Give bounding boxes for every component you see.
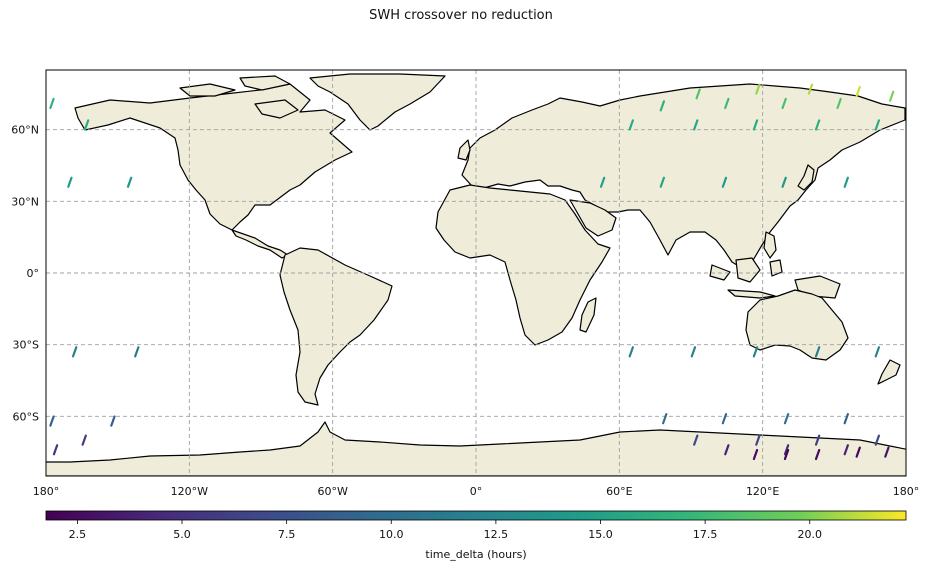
central-america — [231, 229, 289, 259]
africa — [435, 184, 611, 346]
crossover-segment — [814, 346, 821, 358]
crossover-segment — [855, 446, 861, 458]
x-tick-label: 60°W — [317, 485, 347, 498]
y-tick-label: 60°N — [11, 124, 39, 137]
y-tick-label: 30°S — [13, 339, 39, 352]
crossover-segment — [721, 176, 728, 188]
x-tick-label: 180° — [33, 485, 60, 498]
y-tick-labels: 60°N 30°N 0° 30°S 60°S — [11, 124, 39, 424]
british-isles — [457, 139, 471, 161]
philippines — [763, 231, 777, 259]
crossover-segment — [659, 176, 666, 188]
y-tick-label: 60°S — [13, 410, 39, 423]
crossover-segment — [843, 444, 849, 456]
crossover-segment — [52, 444, 59, 456]
colorbar-ticks: 2.5 5.0 7.5 10.0 12.5 15.0 17.5 20.0 — [69, 520, 822, 541]
land-layer — [46, 73, 906, 476]
eurasia — [461, 83, 906, 271]
crossover-segment — [752, 346, 759, 358]
crossover-segment — [752, 119, 759, 131]
y-tick-label: 0° — [27, 267, 40, 280]
crossover-segment — [693, 119, 699, 131]
crossover-segment — [695, 88, 701, 100]
y-tick-label: 30°N — [11, 195, 39, 208]
colorbar-tick-label: 15.0 — [588, 528, 613, 541]
south-america — [279, 247, 393, 406]
crossover-segment — [693, 434, 699, 446]
crossover-segment — [49, 415, 55, 427]
crossover-segment — [843, 176, 849, 188]
crossover-segment — [67, 176, 73, 188]
colorbar-gradient — [45, 510, 907, 521]
crossover-segment — [783, 413, 790, 425]
x-tick-label: 120°W — [171, 485, 208, 498]
crossover-segment — [49, 97, 55, 110]
crossover-segment — [724, 444, 730, 456]
crossover-segment — [781, 97, 787, 110]
crossover-segment — [83, 119, 90, 131]
crossover-segment — [752, 448, 759, 461]
crossover-segment — [843, 413, 849, 425]
crossover-segment — [783, 448, 790, 461]
new-zealand — [877, 359, 901, 385]
crossover-segments — [49, 83, 895, 461]
gridlines — [46, 70, 906, 476]
crossover-segment — [628, 346, 634, 358]
x-tick-label: 120°E — [746, 485, 779, 498]
crossover-segment — [724, 97, 730, 110]
crossover-segment — [781, 176, 787, 188]
crossover-segment — [755, 434, 761, 446]
crossover-segment — [884, 446, 890, 458]
colorbar-tick-label: 10.0 — [379, 528, 404, 541]
x-tick-label: 60°E — [606, 485, 632, 498]
crossover-segment — [628, 119, 634, 131]
crossover-segment — [662, 413, 668, 425]
figure-title: SWH crossover no reduction — [369, 8, 553, 23]
crossover-segment — [836, 97, 842, 110]
colorbar: 2.5 5.0 7.5 10.0 12.5 15.0 17.5 20.0 time_delta… — [45, 510, 907, 561]
crossover-segment — [807, 83, 814, 95]
colorbar-tick-label: 5.0 — [173, 528, 191, 541]
crossover-segment — [874, 346, 881, 358]
crossover-segment — [71, 346, 78, 358]
crossover-segment — [874, 434, 881, 446]
crossover-segment — [755, 83, 761, 95]
madagascar — [579, 297, 597, 333]
crossover-segment — [659, 100, 666, 112]
arabian-peninsula — [569, 199, 617, 237]
crossover-segment — [888, 90, 895, 102]
colorbar-tick-label: 2.5 — [69, 528, 87, 541]
arctic-islands — [179, 75, 299, 119]
x-tick-label: 0° — [470, 485, 483, 498]
australia — [745, 289, 849, 361]
map-frame — [45, 69, 907, 477]
x-tick-label: 180° — [893, 485, 920, 498]
crossover-segment — [855, 85, 861, 98]
crossover-segment — [599, 176, 606, 188]
x-tick-labels: 180° 120°W 60°W 0° 60°E 120°E 180° — [33, 485, 920, 498]
crossover-segment — [690, 346, 697, 358]
crossover-segment — [874, 119, 881, 131]
crossover-segment — [814, 119, 821, 131]
crossover-segment — [134, 346, 140, 358]
crossover-segment — [81, 434, 87, 446]
crossover-segment — [814, 448, 821, 461]
crossover-segment — [721, 413, 728, 425]
crossover-segment — [126, 176, 133, 188]
colorbar-tick-label: 17.5 — [693, 528, 718, 541]
crossover-segment — [814, 434, 821, 446]
colorbar-label: time_delta (hours) — [425, 548, 526, 561]
colorbar-tick-label: 12.5 — [484, 528, 509, 541]
crossover-segment — [110, 415, 116, 427]
colorbar-tick-label: 7.5 — [278, 528, 296, 541]
japan — [797, 164, 815, 191]
crossover-segment — [783, 444, 790, 456]
southeast-asia-islands — [709, 257, 841, 299]
colorbar-tick-label: 20.0 — [797, 528, 822, 541]
